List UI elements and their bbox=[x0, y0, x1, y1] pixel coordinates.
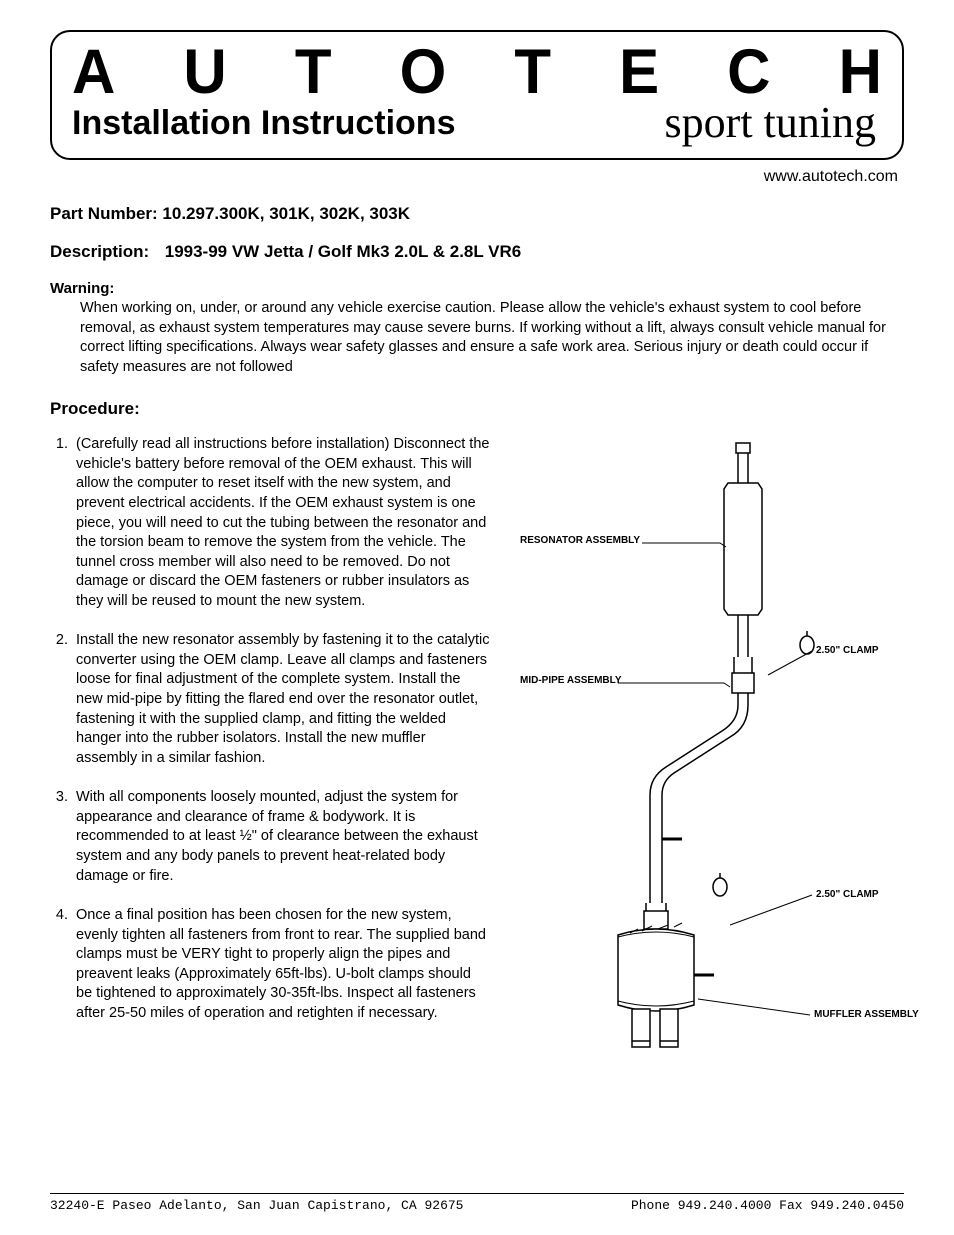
footer: 32240-E Paseo Adelanto, San Juan Capistr… bbox=[50, 1193, 904, 1213]
part-number-label: Part Number: bbox=[50, 204, 158, 223]
steps-list: 1. (Carefully read all instructions befo… bbox=[50, 435, 490, 1080]
brand-letter: T bbox=[514, 41, 551, 104]
brand-letter: E bbox=[619, 41, 659, 104]
step-item: 3. With all components loosely mounted, … bbox=[50, 788, 490, 886]
header-box: A U T O T E C H Installation Instruction… bbox=[50, 30, 904, 160]
brand-letter: U bbox=[183, 41, 226, 104]
diagram-label-midpipe: MID-PIPE ASSEMBLY bbox=[520, 675, 622, 686]
step-text: (Carefully read all instructions before … bbox=[76, 435, 490, 611]
step-number: 1. bbox=[50, 435, 76, 611]
exhaust-diagram: RESONATOR ASSEMBLY MID-PIPE ASSEMBLY 2.5… bbox=[510, 435, 904, 1080]
content-row: 1. (Carefully read all instructions befo… bbox=[50, 435, 904, 1080]
step-item: 4. Once a final position has been chosen… bbox=[50, 906, 490, 1023]
step-text: With all components loosely mounted, adj… bbox=[76, 788, 490, 886]
footer-address: 32240-E Paseo Adelanto, San Juan Capistr… bbox=[50, 1198, 463, 1213]
description-line: Description: 1993-99 VW Jetta / Golf Mk3… bbox=[50, 242, 904, 262]
website-url: www.autotech.com bbox=[50, 168, 904, 186]
brand-letter: C bbox=[727, 41, 770, 104]
brand-letter: A bbox=[72, 41, 115, 104]
step-item: 1. (Carefully read all instructions befo… bbox=[50, 435, 490, 611]
step-item: 2. Install the new resonator assembly by… bbox=[50, 631, 490, 768]
brand-letter: H bbox=[839, 41, 882, 104]
script-tagline: sport tuning bbox=[665, 103, 882, 143]
warning-text: When working on, under, or around any ve… bbox=[50, 299, 904, 377]
diagram-label-clamp2: 2.50" CLAMP bbox=[816, 889, 879, 900]
part-number-value: 10.297.300K, 301K, 302K, 303K bbox=[162, 204, 410, 223]
subhead-row: Installation Instructions sport tuning bbox=[72, 104, 882, 143]
description-value: 1993-99 VW Jetta / Golf Mk3 2.0L & 2.8L … bbox=[165, 242, 522, 261]
step-number: 4. bbox=[50, 906, 76, 1023]
diagram-label-resonator: RESONATOR ASSEMBLY bbox=[520, 535, 640, 546]
brand-letter: O bbox=[400, 41, 447, 104]
description-label: Description: bbox=[50, 242, 160, 262]
procedure-label: Procedure: bbox=[50, 399, 904, 419]
brand-letters: A U T O T E C H bbox=[72, 41, 882, 104]
step-text: Once a final position has been chosen fo… bbox=[76, 906, 490, 1023]
warning-label: Warning: bbox=[50, 280, 904, 297]
install-title: Installation Instructions bbox=[72, 104, 455, 143]
footer-phone: Phone 949.240.4000 Fax 949.240.0450 bbox=[631, 1198, 904, 1213]
step-number: 3. bbox=[50, 788, 76, 886]
step-text: Install the new resonator assembly by fa… bbox=[76, 631, 490, 768]
brand-letter: T bbox=[295, 41, 332, 104]
diagram-label-muffler: MUFFLER ASSEMBLY bbox=[814, 1009, 919, 1020]
step-number: 2. bbox=[50, 631, 76, 768]
part-number-line: Part Number: 10.297.300K, 301K, 302K, 30… bbox=[50, 204, 904, 224]
diagram-label-clamp1: 2.50" CLAMP bbox=[816, 645, 879, 656]
exhaust-svg bbox=[510, 435, 880, 1075]
